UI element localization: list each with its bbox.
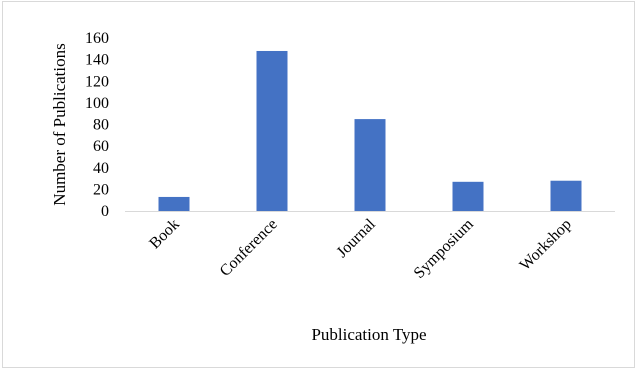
x-tick-label: Symposium: [411, 215, 477, 281]
x-tick-label: Workshop: [517, 216, 575, 274]
x-tick-label: Journal: [333, 215, 379, 261]
bar-journal: [354, 119, 386, 211]
y-tick-label: 100: [85, 95, 109, 112]
x-tick-label: Book: [146, 216, 183, 253]
x-tick-label: Conference: [217, 216, 281, 280]
x-axis-ticks: Book Conference Journal Symposium Workshop: [146, 215, 575, 281]
y-tick-label: 140: [85, 52, 109, 69]
bar-symposium: [452, 181, 484, 211]
y-axis-ticks: 0 20 40 60 80 100 120 140 160: [85, 30, 109, 220]
y-tick-label: 40: [93, 160, 109, 177]
x-axis-title: Publication Type: [311, 325, 426, 344]
y-tick-label: 0: [101, 203, 109, 220]
bar-workshop: [550, 180, 582, 211]
y-tick-label: 80: [93, 117, 109, 134]
y-axis-title: Number of Publications: [50, 43, 69, 205]
y-tick-label: 160: [85, 30, 109, 47]
y-tick-label: 120: [85, 73, 109, 90]
y-tick-label: 20: [93, 181, 109, 198]
bars: [158, 50, 582, 211]
bar-chart: 0 20 40 60 80 100 120 140 160 Book Conference Jour…: [50, 30, 615, 344]
y-tick-label: 60: [93, 138, 109, 155]
bar-conference: [256, 50, 288, 211]
bar-book: [158, 196, 190, 211]
